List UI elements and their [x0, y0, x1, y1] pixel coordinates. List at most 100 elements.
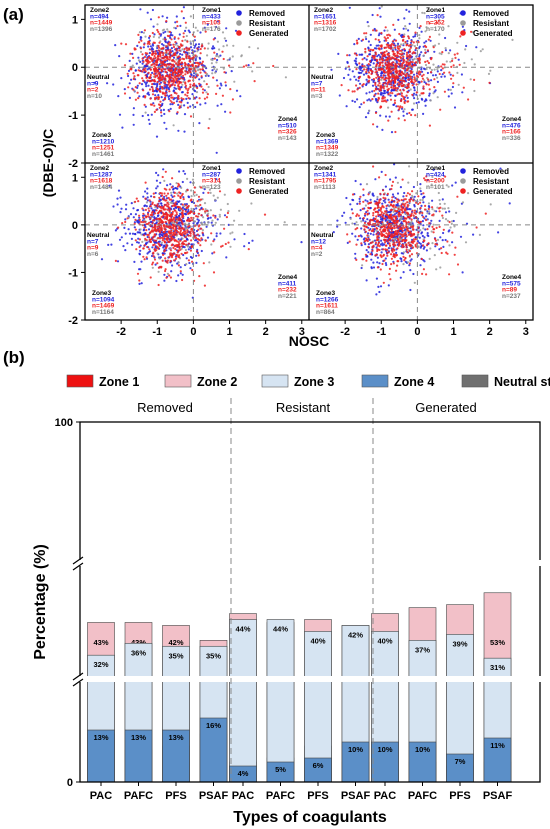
removed-point [138, 95, 141, 98]
generated-point [175, 49, 178, 52]
generated-point [212, 214, 215, 217]
generated-point [179, 270, 182, 273]
generated-point [371, 49, 374, 52]
generated-point [201, 208, 204, 211]
removed-point [144, 82, 148, 86]
generated-point [382, 248, 385, 251]
generated-point [184, 81, 187, 84]
removed-point [168, 94, 171, 97]
resistant-point [403, 33, 406, 36]
generated-point [165, 194, 168, 197]
removed-point [375, 85, 378, 88]
removed-point [132, 123, 135, 126]
resistant-point [145, 201, 148, 204]
removed-point [376, 198, 379, 201]
generated-point [162, 253, 165, 256]
generated-point [386, 254, 389, 257]
generated-point [401, 243, 404, 246]
generated-point [212, 271, 216, 274]
removed-point [390, 131, 394, 134]
removed-point [169, 103, 172, 106]
removed-point [163, 195, 166, 198]
resistant-point [391, 46, 395, 50]
generated-point [398, 199, 401, 202]
removed-point [211, 47, 214, 50]
resistant-point [449, 60, 452, 63]
removed-point [332, 231, 335, 234]
generated-point [163, 56, 166, 59]
generated-point [408, 193, 411, 196]
generated-point [166, 215, 169, 218]
generated-point [172, 45, 176, 49]
zone3-annotation: n=1369 [316, 138, 339, 145]
generated-point [395, 269, 398, 272]
removed-point [160, 109, 163, 112]
generated-point [137, 69, 140, 72]
resistant-point [173, 26, 176, 29]
generated-point [159, 231, 162, 234]
generated-point [169, 99, 172, 102]
removed-point [345, 196, 348, 200]
zone2-annotation: Zone2 [314, 165, 334, 172]
removed-point [182, 253, 185, 257]
generated-point [164, 94, 167, 97]
generated-point [387, 251, 390, 254]
removed-point [369, 198, 372, 201]
generated-point [423, 177, 426, 180]
removed-point [162, 31, 165, 34]
generated-point [187, 242, 190, 245]
generated-point [168, 74, 171, 77]
resistant-point [364, 204, 367, 207]
generated-point [398, 106, 401, 109]
generated-point [374, 83, 377, 86]
generated-point [407, 229, 410, 233]
generated-point [164, 63, 167, 66]
removed-point [421, 214, 424, 217]
generated-point [138, 245, 141, 249]
resistant-point [152, 35, 155, 39]
generated-point [419, 220, 423, 223]
generated-point [386, 66, 389, 69]
resistant-point [447, 25, 450, 28]
removed-point [400, 107, 404, 110]
removed-point [116, 203, 119, 206]
removed-point [172, 199, 175, 202]
generated-point [124, 220, 127, 224]
removed-point [418, 241, 421, 244]
removed-point [357, 79, 360, 82]
generated-point [197, 225, 200, 228]
generated-point [374, 241, 378, 244]
generated-point [453, 253, 456, 256]
zone4-annotation: n=143 [278, 135, 297, 142]
removed-point [367, 40, 370, 43]
removed-point [434, 245, 437, 248]
removed-point [139, 8, 142, 11]
generated-point [417, 195, 420, 198]
removed-point [239, 95, 242, 98]
generated-point [161, 259, 164, 262]
generated-point [199, 52, 202, 55]
generated-point [405, 60, 408, 63]
generated-point [430, 58, 433, 61]
generated-point [170, 237, 173, 240]
generated-point [181, 213, 184, 216]
resistant-point [447, 185, 450, 188]
generated-point [456, 195, 459, 198]
removed-point [421, 234, 424, 238]
removed-point [148, 51, 151, 55]
removed-point [146, 92, 149, 95]
removed-point [131, 52, 134, 56]
resistant-point [209, 209, 212, 212]
generated-point [175, 218, 178, 221]
removed-point [372, 233, 375, 236]
generated-point [392, 262, 395, 265]
generated-point [475, 226, 478, 229]
removed-point [426, 178, 429, 182]
generated-point [420, 92, 423, 95]
generated-point [398, 82, 402, 85]
generated-point [396, 219, 400, 222]
zone4-annotation: n=326 [278, 129, 297, 136]
generated-point [395, 224, 398, 227]
removed-point [404, 260, 407, 263]
removed-point [204, 102, 207, 105]
